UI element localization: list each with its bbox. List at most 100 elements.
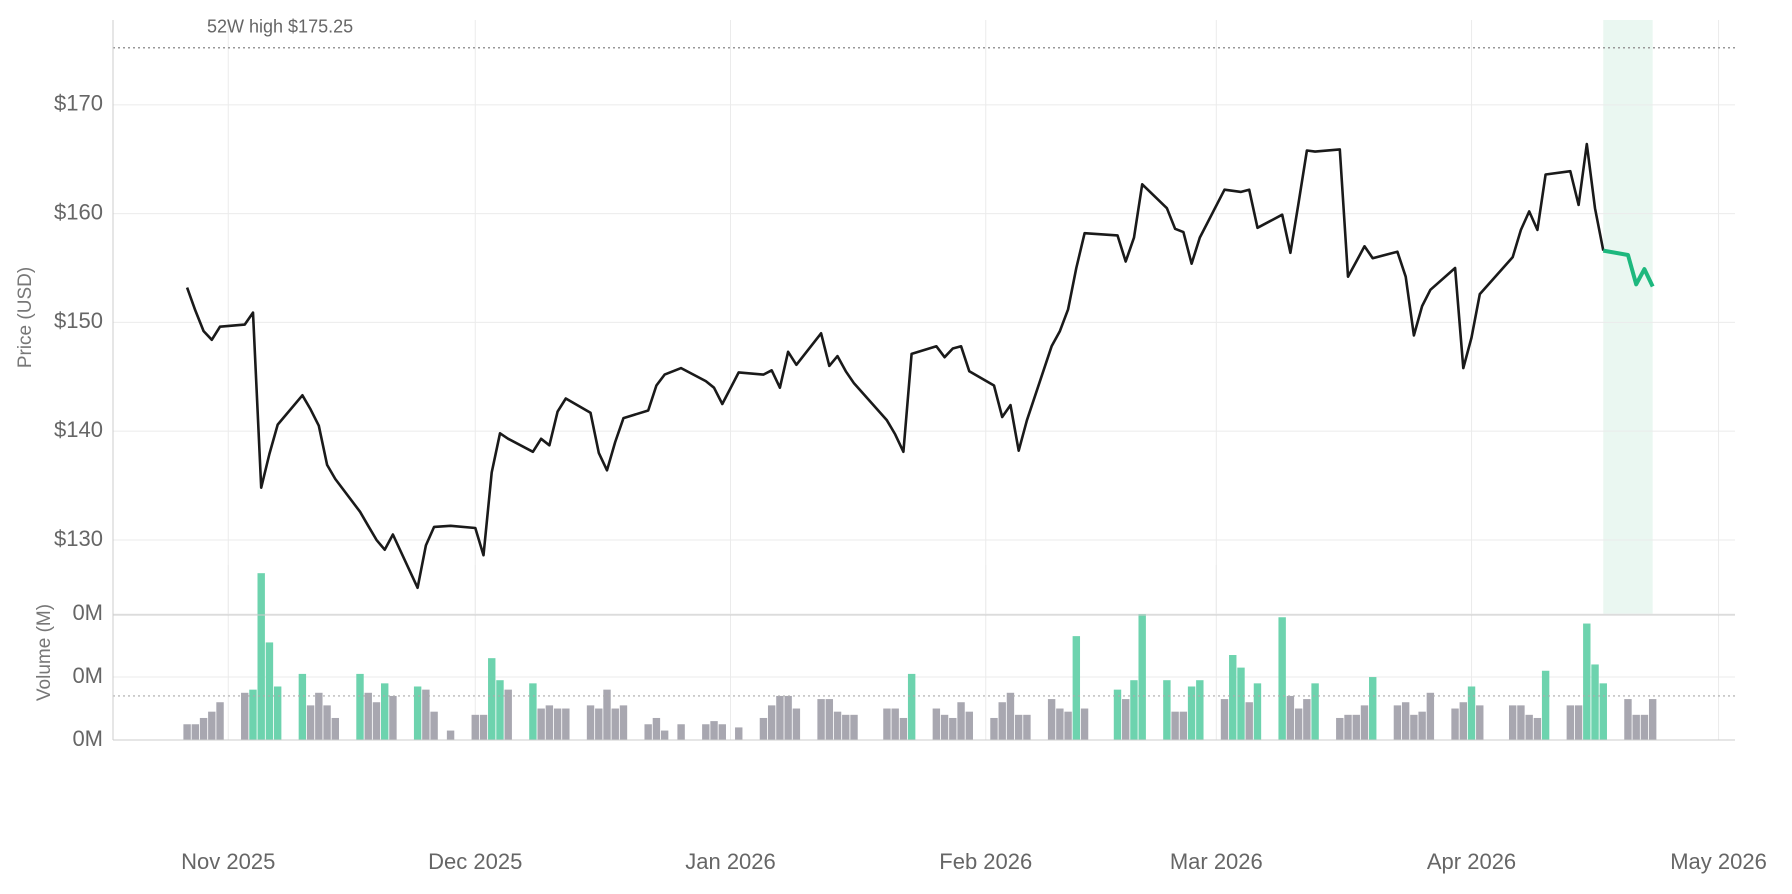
volume-bar — [603, 689, 611, 740]
volume-bar — [1113, 689, 1122, 740]
volume-bar — [1294, 708, 1303, 740]
volume-bar — [1426, 692, 1435, 740]
y-tick-label: 0M — [72, 663, 103, 688]
volume-bar — [677, 724, 685, 740]
volume-bar — [537, 708, 545, 740]
volume-bar — [965, 711, 973, 740]
volume-bar — [1393, 705, 1402, 740]
volume-bar — [644, 724, 652, 740]
volume-bar — [1418, 711, 1426, 740]
volume-bar — [1056, 708, 1064, 740]
volume-bar — [496, 680, 504, 740]
volume-bar — [1632, 714, 1640, 740]
volume-bar — [1583, 623, 1591, 740]
y-axis-title: Volume (M) — [34, 604, 55, 701]
volume-bar — [1352, 714, 1360, 740]
volume-bar — [446, 730, 455, 740]
volume-bar — [825, 699, 834, 740]
volume-bar — [1023, 714, 1031, 740]
volume-bar — [1541, 670, 1550, 740]
volume-bar — [784, 695, 792, 740]
volume-bar — [1574, 705, 1583, 740]
volume-bar — [430, 711, 438, 740]
volume-bar — [1278, 617, 1286, 740]
volume-bar — [315, 692, 323, 740]
volume-bar — [356, 673, 364, 740]
y-tick-label: $170 — [54, 91, 103, 116]
volume-bar — [619, 705, 628, 740]
volume-bar — [471, 714, 479, 740]
volume-bar — [1286, 695, 1295, 740]
volume-bar — [1344, 714, 1352, 740]
volume-bar — [1360, 705, 1369, 740]
x-tick-label: May 2026 — [1670, 849, 1767, 874]
volume-bar — [1253, 683, 1262, 740]
volume-bar — [833, 711, 842, 740]
volume-bar — [1006, 692, 1015, 740]
volume-bar — [1517, 705, 1525, 740]
y-tick-label: $140 — [54, 417, 103, 442]
volume-bar — [562, 708, 570, 740]
volume-bar — [949, 717, 957, 740]
y-tick-label: 0M — [72, 600, 103, 625]
volume-bar — [883, 708, 891, 740]
volume-bar — [1508, 705, 1517, 740]
volume-bar — [1229, 655, 1237, 740]
volume-bar — [718, 724, 726, 740]
x-tick-label: Apr 2026 — [1427, 849, 1516, 874]
volume-bar — [1476, 705, 1484, 740]
volume-bar — [702, 724, 710, 740]
y-tick-label: $130 — [54, 526, 103, 551]
price-line — [185, 142, 1605, 590]
y-axis-title: Price (USD) — [15, 267, 36, 368]
volume-bar — [792, 708, 801, 740]
volume-bar — [1171, 711, 1179, 740]
volume-bar — [1591, 664, 1599, 740]
volume-bar — [422, 689, 430, 740]
x-tick-label: Nov 2025 — [181, 849, 275, 874]
volume-bar — [767, 705, 776, 740]
highlight-band — [1603, 20, 1653, 615]
y-tick-label: 0M — [72, 726, 103, 751]
volume-bar — [1138, 614, 1146, 740]
volume-bar — [586, 705, 595, 740]
volume-bar — [990, 717, 998, 740]
volume-bar — [504, 689, 512, 740]
volume-bar — [1648, 699, 1657, 740]
volume-bar — [891, 708, 899, 740]
x-tick-label: Mar 2026 — [1170, 849, 1263, 874]
volume-bar — [1640, 714, 1649, 740]
volume-bar — [298, 673, 307, 740]
volume-bar — [1220, 699, 1229, 740]
volume-bar — [1566, 705, 1575, 740]
volume-bar — [249, 689, 257, 740]
volume-bar — [660, 730, 669, 740]
volume-bar — [1459, 702, 1467, 740]
volume-bar — [1122, 699, 1130, 740]
volume-bar — [842, 714, 850, 740]
volume-bar — [488, 658, 496, 740]
volume-bar — [735, 727, 743, 740]
volume-bar — [1624, 699, 1632, 740]
volume-bar — [1599, 683, 1607, 740]
volume-bar — [1245, 702, 1253, 740]
volume-bar — [1525, 714, 1533, 740]
volume-bar — [907, 673, 916, 740]
volume-bar — [208, 711, 216, 740]
volume-bar — [1336, 717, 1344, 740]
volume-bar — [529, 683, 537, 740]
volume-bar — [241, 692, 249, 740]
volume-bar — [595, 708, 603, 740]
volume-bar — [817, 699, 825, 740]
volume-bar — [1369, 677, 1377, 740]
volume-bar — [1311, 683, 1319, 740]
volume-bar — [257, 573, 265, 740]
volume-bar — [1187, 686, 1196, 740]
volume-bar — [1047, 699, 1056, 740]
volume-bar — [306, 705, 315, 740]
volume-bar — [1467, 686, 1476, 740]
volume-bar — [323, 705, 331, 740]
volume-bar — [899, 717, 908, 740]
volume-bar — [183, 724, 191, 740]
volume-bar — [265, 642, 274, 740]
